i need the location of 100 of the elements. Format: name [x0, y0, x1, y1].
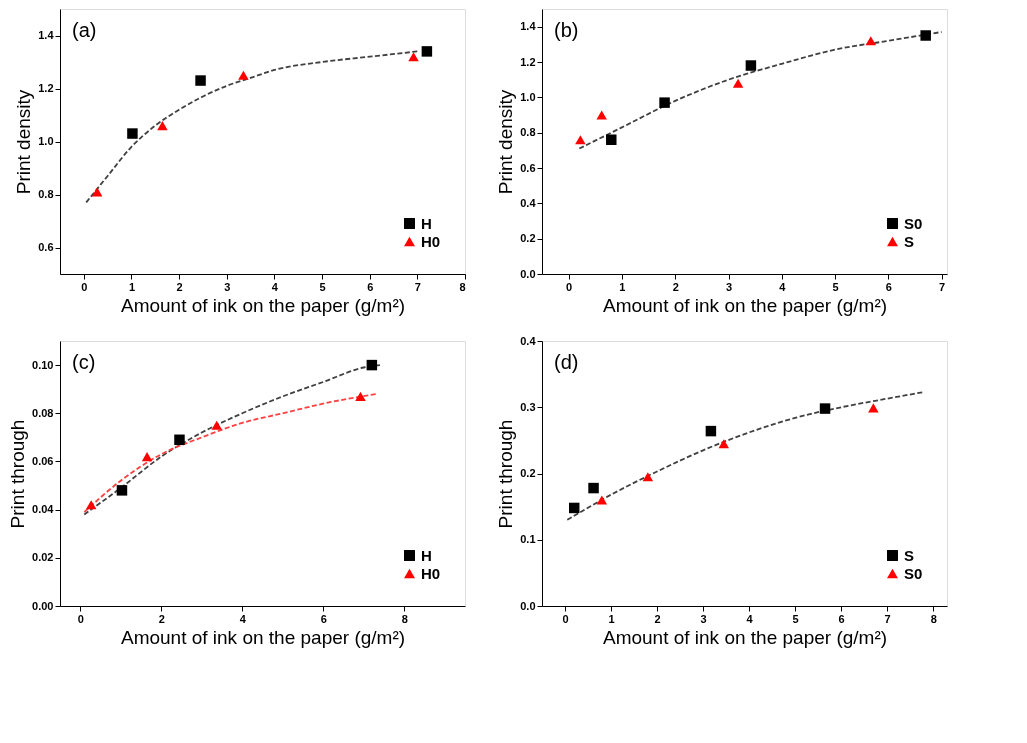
x-tick-label: 2 — [672, 280, 679, 293]
point — [127, 128, 138, 139]
legend-label: S — [904, 546, 915, 564]
point — [116, 485, 128, 496]
y-axis-title: Print through — [495, 419, 517, 529]
annotation: (a) — [72, 19, 97, 41]
point — [408, 52, 419, 62]
point — [659, 97, 670, 108]
point — [642, 472, 654, 482]
x-tick-label: 6 — [885, 280, 892, 293]
point — [421, 46, 433, 57]
y-tick-label: 1.2 — [38, 82, 54, 94]
x-axis-title: Amount of ink on the paper (g/m²) — [602, 626, 888, 648]
x-tick-label: 5 — [832, 280, 839, 293]
y-tick-label: 0.1 — [520, 533, 536, 546]
point — [575, 135, 586, 145]
y-tick-label: 0.6 — [38, 241, 54, 253]
y-tick-label: 0.2 — [520, 467, 536, 479]
point — [195, 75, 206, 86]
point — [174, 434, 185, 446]
y-tick-label: 0.4 — [520, 196, 537, 209]
y-tick-label: 0.0 — [520, 267, 536, 280]
y-tick-label: 1.4 — [38, 29, 55, 41]
point — [141, 452, 153, 462]
x-tick-label: 5 — [792, 612, 799, 625]
x-tick-label: 0 — [77, 612, 84, 625]
x-tick-label: 0 — [562, 612, 569, 625]
point — [596, 110, 607, 120]
y-tick-label: 1.4 — [520, 20, 537, 33]
annotation: (b) — [554, 19, 579, 41]
x-tick-label: 2 — [654, 612, 661, 625]
x-tick-label: 6 — [367, 280, 374, 293]
point — [705, 425, 717, 437]
x-tick-label: 6 — [320, 612, 327, 625]
point — [355, 391, 366, 401]
y-tick-label: 0.6 — [520, 161, 536, 174]
annotation: (d) — [554, 351, 579, 373]
y-axis-title: Print density — [13, 89, 35, 195]
x-tick-label: 4 — [271, 280, 279, 293]
x-tick-label: 1 — [128, 280, 136, 293]
legend-label: H0 — [421, 232, 441, 250]
point — [819, 403, 831, 414]
y-tick-label: 1.0 — [520, 90, 536, 103]
x-tick-label: 4 — [239, 612, 247, 625]
line-series — [83, 393, 377, 513]
line-series — [566, 391, 925, 521]
y-tick-label: 0.0 — [520, 599, 536, 612]
y-tick-label: 0.02 — [32, 551, 54, 564]
legend-label: H — [421, 214, 432, 232]
x-tick-label: 4 — [779, 280, 787, 293]
annotation: (c) — [72, 351, 96, 373]
x-tick-label: 2 — [176, 280, 183, 293]
point — [588, 482, 599, 494]
legend-label: S — [904, 232, 915, 250]
y-tick-label: 1.2 — [520, 55, 536, 68]
legend-label: S0 — [904, 214, 923, 232]
point — [732, 78, 744, 88]
point — [606, 134, 617, 145]
x-tick-label: 7 — [939, 280, 946, 293]
y-tick-label: 0.8 — [520, 126, 536, 139]
point — [85, 500, 97, 510]
x-tick-label: 1 — [619, 280, 626, 293]
point — [238, 70, 249, 80]
line-series — [578, 31, 943, 150]
x-axis-title: Amount of ink on the paper (g/m²) — [120, 294, 406, 316]
y-tick-label: 0.04 — [32, 503, 55, 516]
y-axis-title: Print density — [495, 89, 517, 195]
x-tick-label: 8 — [401, 612, 408, 625]
y-tick-label: 0.2 — [520, 232, 536, 245]
x-tick-label: 4 — [746, 612, 754, 625]
point — [596, 495, 608, 505]
x-tick-label: 7 — [884, 612, 891, 625]
point — [745, 60, 757, 71]
point — [568, 502, 580, 514]
x-tick-label: 1 — [608, 612, 615, 625]
x-tick-label: 8 — [459, 280, 466, 293]
legend-label: H — [421, 546, 432, 564]
line-series — [85, 50, 419, 204]
x-tick-label: 6 — [838, 612, 845, 625]
y-tick-label: 0.4 — [520, 334, 537, 347]
point — [920, 30, 931, 41]
point — [211, 420, 222, 430]
x-tick-label: 7 — [414, 280, 421, 293]
y-axis-title: Print through — [7, 419, 29, 529]
y-tick-label: 0.06 — [32, 454, 54, 467]
x-axis-title: Amount of ink on the paper (g/m²) — [602, 294, 888, 316]
y-tick-label: 0.3 — [520, 400, 536, 413]
y-tick-label: 0.10 — [32, 358, 54, 371]
x-tick-label: 0 — [566, 280, 573, 293]
point — [366, 359, 378, 371]
x-tick-label: 3 — [725, 280, 733, 293]
legend-label: H0 — [421, 564, 441, 582]
x-tick-label: 2 — [158, 612, 165, 625]
point — [157, 121, 168, 131]
point — [718, 439, 730, 449]
point — [865, 36, 877, 46]
x-tick-label: 3 — [224, 280, 231, 293]
x-tick-label: 8 — [930, 612, 937, 625]
point — [91, 187, 103, 197]
y-tick-label: 0.8 — [38, 188, 54, 200]
